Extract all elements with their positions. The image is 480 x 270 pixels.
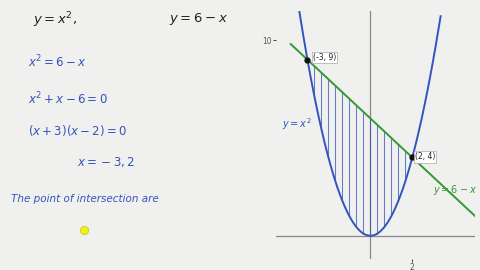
Text: $x^2 = 6-x$: $x^2 = 6-x$	[28, 54, 86, 70]
Text: $x = -3, 2$: $x = -3, 2$	[77, 155, 135, 169]
Text: $y = 6-x$: $y = 6-x$	[169, 11, 228, 27]
Text: $(x+3)(x-2) = 0$: $(x+3)(x-2) = 0$	[28, 123, 127, 138]
Text: $x^2 + x - 6 = 0$: $x^2 + x - 6 = 0$	[28, 90, 108, 107]
Text: (-3, 9): (-3, 9)	[312, 53, 336, 62]
Text: $y = 6-x$: $y = 6-x$	[433, 183, 477, 197]
Text: (2, 4): (2, 4)	[415, 153, 435, 161]
Text: The point of intersection are: The point of intersection are	[11, 194, 159, 204]
Text: $y = x^2$: $y = x^2$	[282, 116, 312, 132]
Text: $y = x^2,$: $y = x^2,$	[33, 11, 77, 31]
